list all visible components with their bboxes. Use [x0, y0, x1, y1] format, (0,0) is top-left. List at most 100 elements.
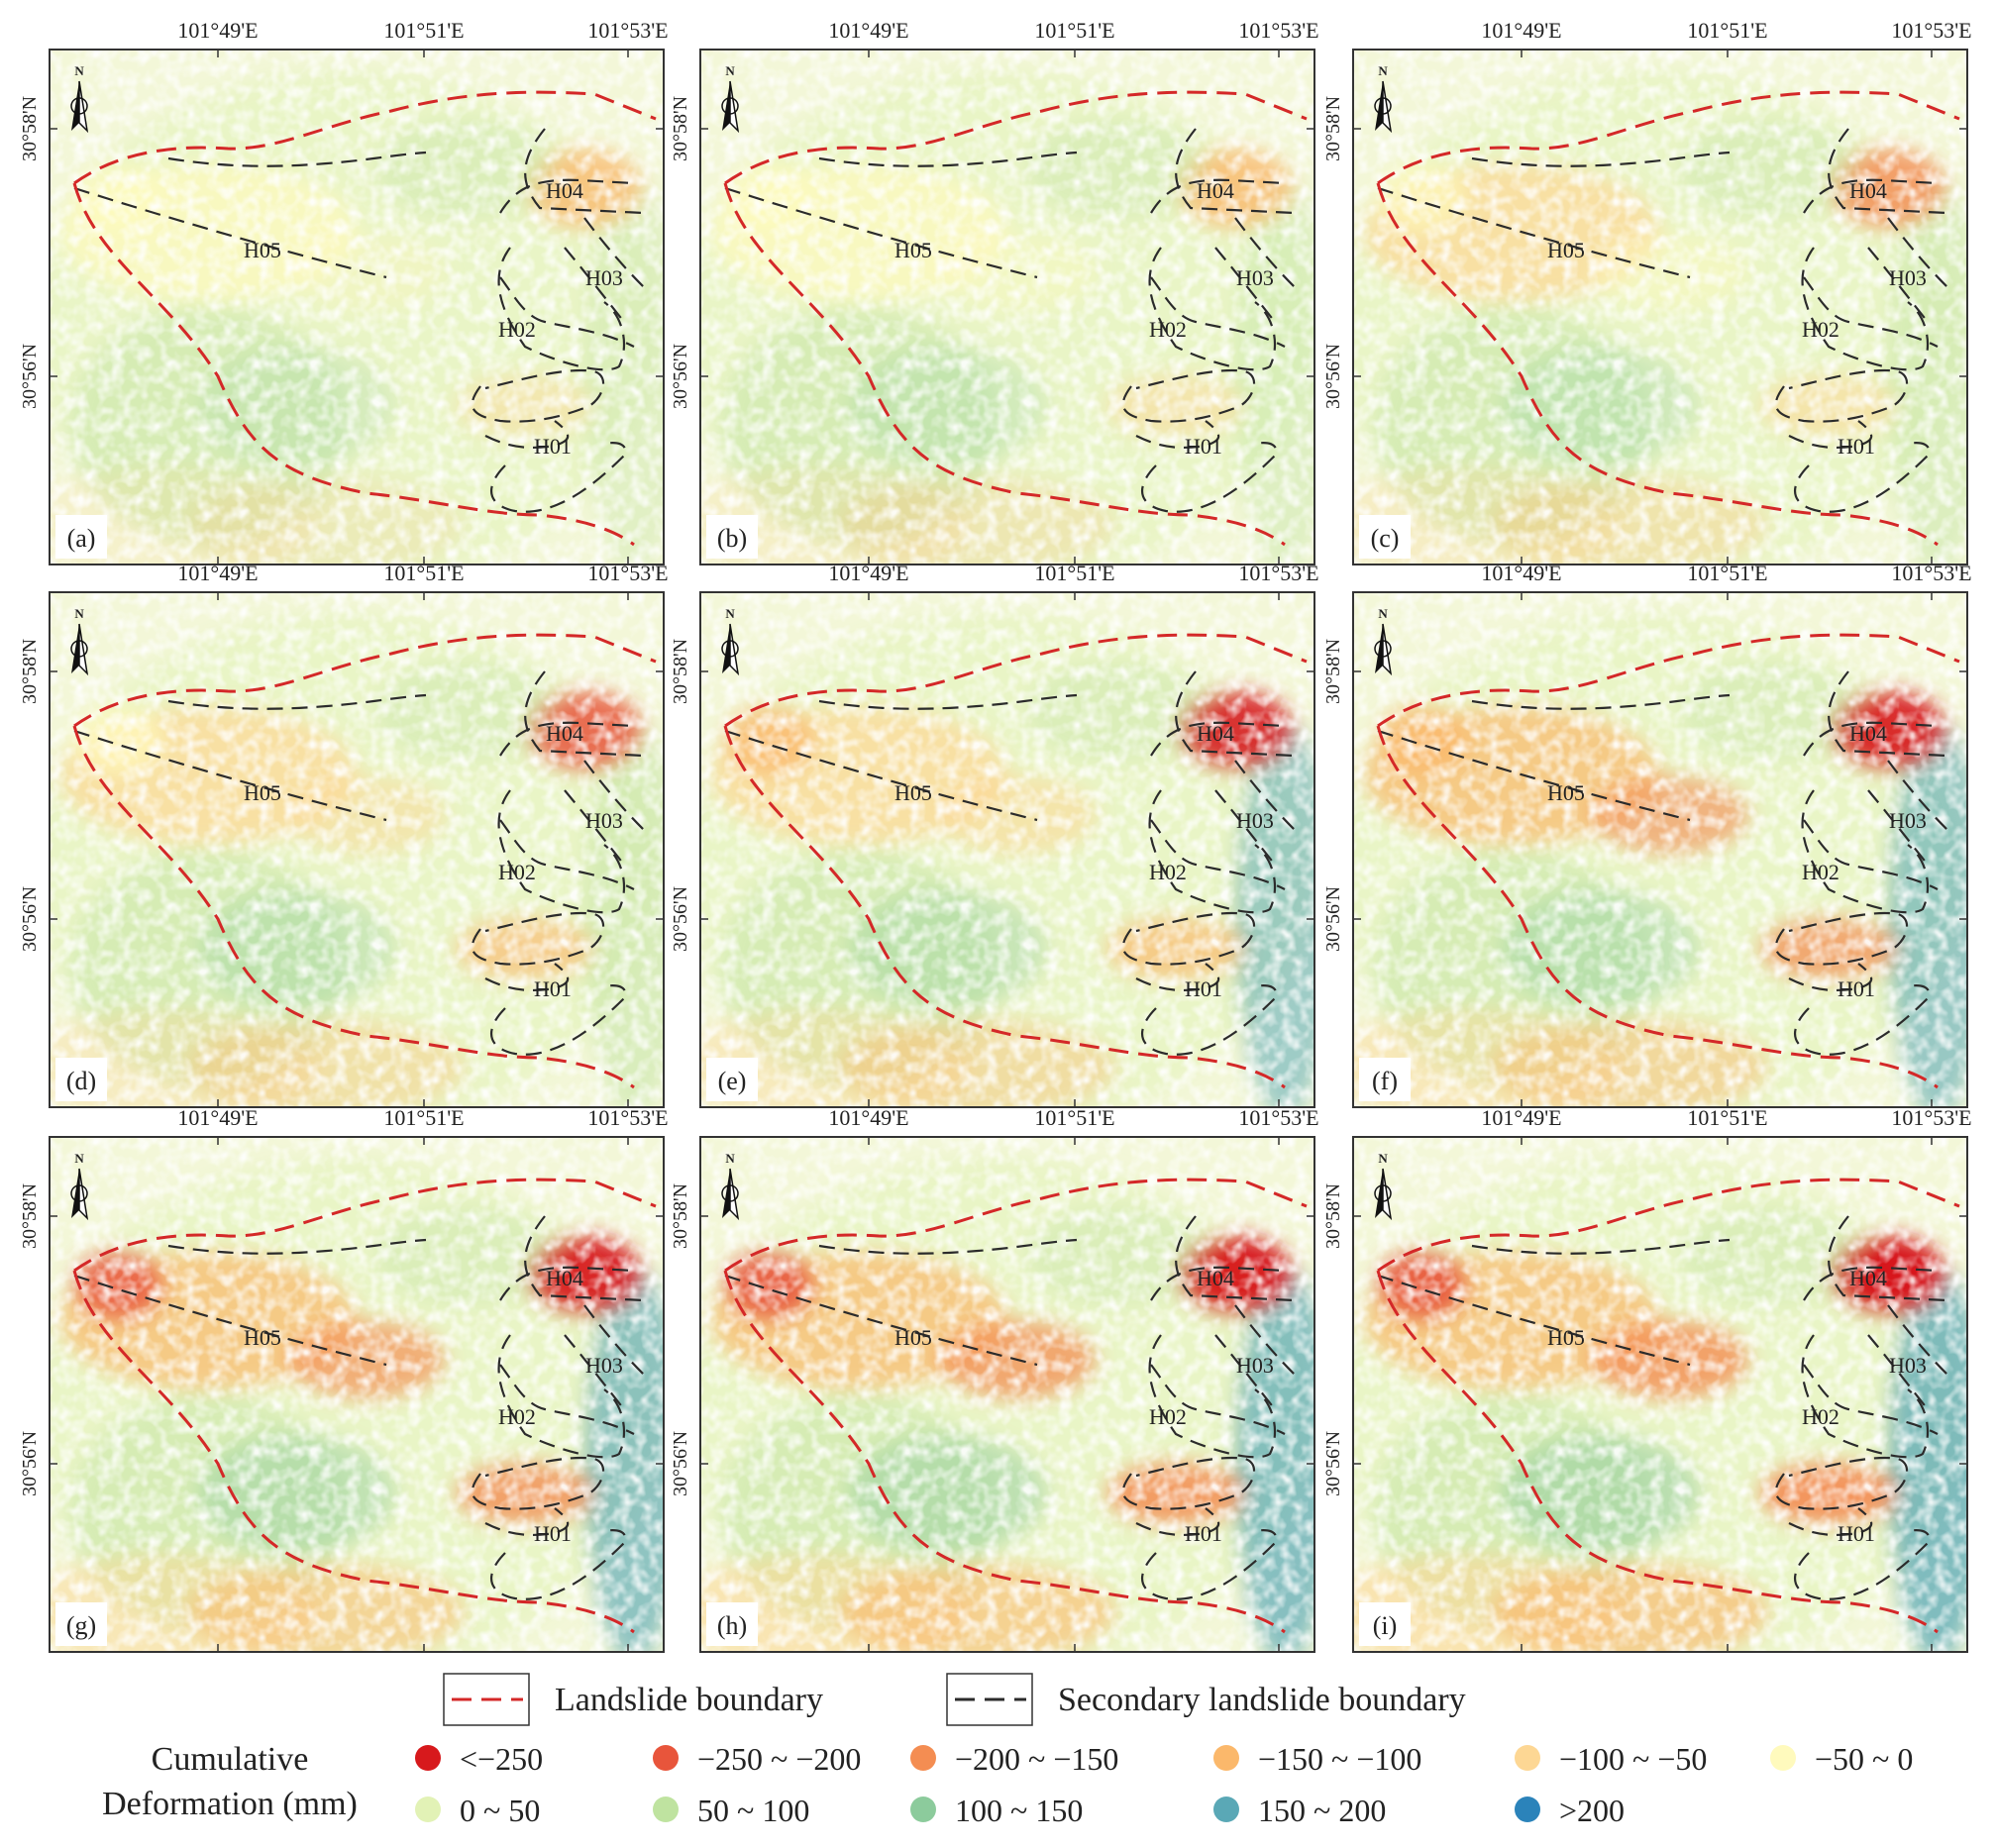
longitude-tick-label: 101°51'E — [383, 561, 464, 585]
panel-id-label: (b) — [717, 524, 747, 553]
secondary-landslide-boundary — [1140, 442, 1278, 513]
latitude-tick-label: 30°56'N — [1322, 886, 1344, 952]
legend-class-label: 150 ~ 200 — [1258, 1793, 1386, 1828]
region-label-h01: H01 — [534, 976, 572, 1001]
no-data-speckle — [700, 592, 1314, 1107]
legend-class: 100 ~ 150 — [910, 1793, 1083, 1828]
north-label: N — [74, 1151, 84, 1166]
latitude-tick-label: 30°58'N — [1322, 96, 1344, 161]
longitude-tick-label: 101°53'E — [587, 1105, 668, 1130]
north-arrow-icon: N — [721, 1151, 740, 1221]
secondary-landslide-boundary — [818, 693, 1078, 710]
secondary-landslide-boundary — [499, 276, 635, 348]
secondary-landslide-boundary — [1150, 276, 1286, 348]
panel-id: (f) — [1359, 1058, 1411, 1101]
secondary-landslide-boundary — [1867, 217, 1948, 323]
latitude-tick-label: 30°58'N — [19, 639, 41, 704]
legend-class: <−250 — [415, 1741, 543, 1777]
region-label-h04: H04 — [546, 178, 583, 203]
secondary-landslide-boundary — [1801, 1334, 1930, 1459]
landslide-boundary — [72, 633, 657, 1089]
map-panel: H01 H02 H03 H04 H05 N (c) 101°49'E 101°51'E 101°5… — [1322, 18, 1972, 565]
secondary-landslide-boundary — [1214, 760, 1296, 866]
panel-id: (g) — [55, 1602, 107, 1646]
secondary-landslide-boundary — [1774, 368, 1909, 423]
north-label: N — [1378, 1151, 1388, 1166]
longitude-tick-label: 101°51'E — [1034, 18, 1114, 43]
secondary-landslide-boundary — [499, 1364, 635, 1435]
region-label-h02: H02 — [1149, 317, 1187, 342]
panel-frame — [699, 49, 1315, 565]
secondary-landslide-boundary — [73, 186, 387, 279]
secondary-landslide-boundary — [564, 1304, 645, 1410]
region-label-h02: H02 — [498, 317, 536, 342]
legend-class: 150 ~ 200 — [1213, 1793, 1386, 1828]
secondary-landslide-boundary — [1774, 1456, 1909, 1510]
no-data-speckle — [50, 1137, 664, 1652]
landslide-boundary — [1376, 1178, 1960, 1634]
panel-id: (d) — [55, 1058, 107, 1101]
north-arrow-icon: N — [721, 63, 740, 134]
region-label-h01: H01 — [1185, 976, 1222, 1001]
north-arrow-icon: N — [1374, 1151, 1393, 1221]
map-panel: H01 H02 H03 H04 H05 N (b) 101°49'E 101°51'E 101°5… — [670, 18, 1319, 565]
region-label-h04: H04 — [1197, 1266, 1234, 1290]
latitude-tick-label: 30°56'N — [19, 1431, 41, 1496]
longitude-tick-label: 101°51'E — [1687, 1105, 1767, 1130]
secondary-landslide-boundary — [1377, 186, 1691, 279]
landslide-boundary — [72, 1178, 657, 1634]
north-label: N — [1378, 606, 1388, 621]
secondary-landslide-boundary — [167, 693, 427, 710]
landslide-boundary — [1376, 633, 1960, 1089]
panel-id-label: (h) — [717, 1611, 747, 1640]
secondary-landslide-boundary — [1150, 1266, 1286, 1301]
region-label-h05: H05 — [1547, 780, 1585, 805]
panel-frame — [49, 591, 665, 1108]
secondary-landslide-boundary — [818, 1238, 1078, 1255]
panel-id: (e) — [706, 1058, 758, 1101]
no-data-speckle — [50, 50, 664, 565]
legend-swatch — [910, 1797, 936, 1822]
longitude-tick-label: 101°53'E — [1891, 561, 1971, 585]
secondary-landslide-boundary — [1121, 911, 1256, 966]
latitude-tick-label: 30°58'N — [1322, 639, 1344, 704]
latitude-tick-label: 30°56'N — [670, 344, 691, 409]
legend-swatch — [1515, 1797, 1540, 1822]
legend-class: 0 ~ 50 — [415, 1793, 540, 1828]
panel-id-label: (d) — [66, 1067, 96, 1095]
longitude-tick-label: 101°53'E — [1238, 561, 1318, 585]
secondary-landslide-boundary — [1175, 670, 1296, 758]
north-label: N — [74, 63, 84, 78]
longitude-tick-label: 101°51'E — [1687, 18, 1767, 43]
landslide-boundary — [723, 1178, 1308, 1634]
secondary-landslide-boundary — [524, 1215, 645, 1302]
region-label-h04: H04 — [546, 1266, 583, 1290]
region-label-h02: H02 — [498, 860, 536, 884]
secondary-landslide-boundary — [1175, 1215, 1296, 1302]
secondary-landslide-boundary — [1175, 128, 1296, 215]
region-label-h01: H01 — [1185, 434, 1222, 459]
secondary-landslide-boundary — [1140, 1529, 1278, 1600]
legend-class: −50 ~ 0 — [1770, 1741, 1913, 1777]
legend-class-label: <−250 — [460, 1741, 543, 1777]
secondary-landslide-boundary — [1150, 819, 1286, 890]
region-label-h05: H05 — [894, 1325, 932, 1350]
no-data-speckle — [700, 50, 1314, 565]
secondary-landslide-boundary — [1140, 984, 1278, 1056]
north-label: N — [1378, 63, 1388, 78]
latitude-tick-label: 30°58'N — [19, 96, 41, 161]
region-label-h02: H02 — [1149, 1404, 1187, 1429]
latitude-tick-label: 30°56'N — [670, 1431, 691, 1496]
legend-secondary-boundary: Secondary landslide boundary — [946, 1673, 1466, 1726]
region-label-h05: H05 — [244, 238, 281, 262]
legend-class: −100 ~ −50 — [1515, 1741, 1707, 1777]
panel-frame — [49, 49, 665, 565]
secondary-landslide-boundary — [497, 789, 626, 914]
longitude-tick-label: 101°53'E — [1238, 1105, 1318, 1130]
secondary-landslide-boundary — [1377, 1274, 1691, 1367]
region-label-h03: H03 — [585, 1353, 623, 1378]
region-label-h04: H04 — [1849, 721, 1887, 746]
latitude-tick-label: 30°56'N — [1322, 344, 1344, 409]
north-arrow-icon: N — [1374, 606, 1393, 676]
panel-id: (a) — [55, 515, 107, 559]
